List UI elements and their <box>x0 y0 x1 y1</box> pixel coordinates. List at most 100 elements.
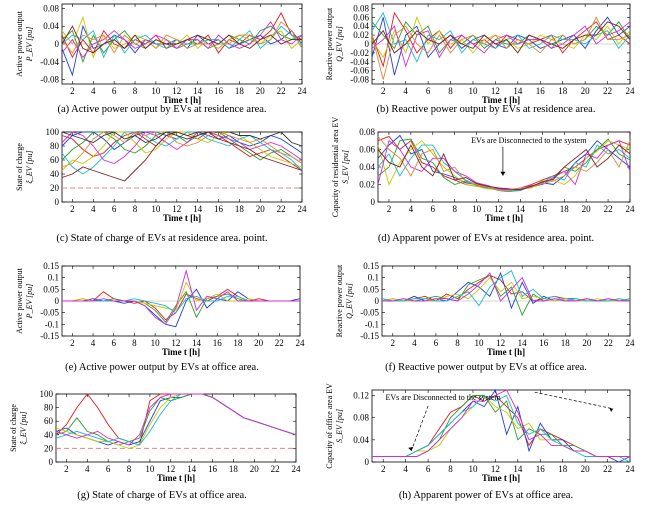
x-tick-label: 18 <box>233 338 243 348</box>
x-tick-label: 10 <box>145 464 155 474</box>
x-tick-label: 18 <box>229 464 239 474</box>
x-tick-label: 2 <box>64 464 69 474</box>
caption-f: (f) Reactive power output by EVs at offi… <box>385 362 587 373</box>
series-line-4 <box>372 394 630 457</box>
x-tick-label: 20 <box>581 86 591 96</box>
series-line-7 <box>371 16 631 80</box>
series-line-2 <box>371 16 631 76</box>
series-line-7 <box>61 21 303 54</box>
y-tick-label: -0.04 <box>350 57 369 67</box>
x-axis-label: Time t [h] <box>163 213 201 223</box>
series-line-2 <box>61 24 303 77</box>
annotation-arrowhead-left <box>408 446 414 451</box>
y-tick-label: 100 <box>40 389 54 399</box>
y-axis-label: Reactive power output <box>325 7 334 80</box>
x-tick-label: 2 <box>70 338 75 348</box>
y-axis-label: Active power output <box>15 267 24 334</box>
series-line-3 <box>61 25 303 64</box>
series-line-7 <box>61 131 303 168</box>
x-tick-label: 2 <box>70 86 75 96</box>
series-line-6 <box>382 272 630 302</box>
x-axis-label: Time t [h] <box>157 473 195 483</box>
caption-h: (h) Apparent power of EVs at office area… <box>398 490 574 501</box>
x-axis-label: Time t [h] <box>482 95 520 105</box>
chart-e: 2 4 6 8 10 12 14 16 18 20 22 24-0.15-0.1-0.0500.050… <box>15 261 305 357</box>
y-tick-label: 0 <box>375 296 380 306</box>
x-tick-label: 16 <box>214 86 224 96</box>
x-tick-label: 8 <box>448 86 453 96</box>
x-tick-label: 4 <box>409 204 414 214</box>
series-line-2 <box>62 288 301 328</box>
series-line-7 <box>377 136 631 192</box>
x-tick-label: 14 <box>193 204 203 214</box>
x-tick-label: 8 <box>127 464 132 474</box>
x-tick-label: 14 <box>513 86 523 96</box>
y-tick-label: 0.06 <box>359 145 375 155</box>
x-tick-label: 6 <box>112 86 117 96</box>
x-tick-label: 16 <box>208 464 218 474</box>
series-line-1 <box>372 394 630 457</box>
series-line-1 <box>381 274 631 302</box>
x-tick-label: 4 <box>91 204 96 214</box>
y-tick-label: 20 <box>50 183 60 193</box>
panel-g: 2 4 6 8 10 12 14 16 18 20 22 24 0 20 40 60 80 100 Time t [… <box>0 384 324 512</box>
x-tick-label: 18 <box>558 86 568 96</box>
y-tick-label: 0 <box>55 296 60 306</box>
series-line-9 <box>61 131 303 147</box>
annotation-arrow-right <box>534 391 614 410</box>
y-tick-label: 0 <box>55 39 60 49</box>
series-line-8 <box>61 131 303 182</box>
caption-g: (g) State of charge of EVs at office are… <box>77 490 247 501</box>
x-tick-label: 12 <box>172 204 181 214</box>
x-tick-label: 10 <box>468 86 478 96</box>
y-tick-label: 0 <box>49 457 54 467</box>
x-tick-label: 24 <box>626 86 636 96</box>
x-tick-label: 10 <box>151 338 161 348</box>
x-tick-label: 16 <box>536 464 546 474</box>
x-tick-label: 4 <box>403 86 408 96</box>
x-axis-label: Time t [h] <box>482 473 520 483</box>
x-tick-label: 8 <box>452 204 457 214</box>
y-tick-label: 0.04 <box>353 435 369 445</box>
chart-d: 2 4 6 8 10 12 14 16 18 20 22 2400.020.040.060.08Tim… <box>331 117 635 223</box>
y-tick-label: 0.04 <box>353 21 369 31</box>
x-tick-label: 16 <box>213 338 223 348</box>
x-tick-label: 18 <box>235 204 245 214</box>
x-tick-label: 8 <box>133 86 138 96</box>
x-tick-label: 4 <box>403 464 408 474</box>
x-tick-label: 12 <box>491 464 500 474</box>
y-tick-label: -0.04 <box>40 57 59 67</box>
y-tick-label: 0.15 <box>363 261 379 271</box>
x-tick-label: 22 <box>603 86 612 96</box>
series-line-6 <box>377 139 631 191</box>
x-tick-label: 8 <box>448 464 453 474</box>
y-tick-label: -0.05 <box>40 308 59 318</box>
y-tick-label: 0.12 <box>353 391 369 401</box>
series-line-6 <box>372 389 630 457</box>
x-tick-label: 8 <box>455 338 460 348</box>
series-line-1 <box>55 393 297 446</box>
y-tick-label: 0.15 <box>43 261 59 271</box>
x-tick-label: 20 <box>582 204 592 214</box>
y-axis-variable: S_EV [pu] <box>335 409 344 443</box>
y-tick-label: 0.08 <box>359 127 375 137</box>
x-tick-label: 4 <box>412 338 417 348</box>
annotation-arrow-left <box>410 405 429 452</box>
x-axis-label: Time t [h] <box>163 95 201 105</box>
x-tick-label: 8 <box>132 338 137 348</box>
x-tick-label: 6 <box>431 204 436 214</box>
x-tick-label: 14 <box>518 338 528 348</box>
x-tick-label: 10 <box>468 464 478 474</box>
y-tick-label: 0.02 <box>353 30 369 40</box>
x-tick-label: 16 <box>536 86 546 96</box>
y-axis-label: State of charge <box>9 404 18 452</box>
y-tick-label: 0.04 <box>43 21 59 31</box>
series-line-5 <box>55 393 297 446</box>
x-tick-label: 22 <box>603 464 612 474</box>
y-axis-variable: S_EV [pu] <box>341 150 350 184</box>
x-tick-label: 24 <box>298 204 308 214</box>
caption-c: (c) State of charge of EVs at residence … <box>56 233 268 244</box>
chart-b: 2 4 6 8 10 12 14 16 18 20 22 24-0.08-0.06-0.04-0.02… <box>325 3 636 105</box>
x-tick-label: 20 <box>256 204 266 214</box>
